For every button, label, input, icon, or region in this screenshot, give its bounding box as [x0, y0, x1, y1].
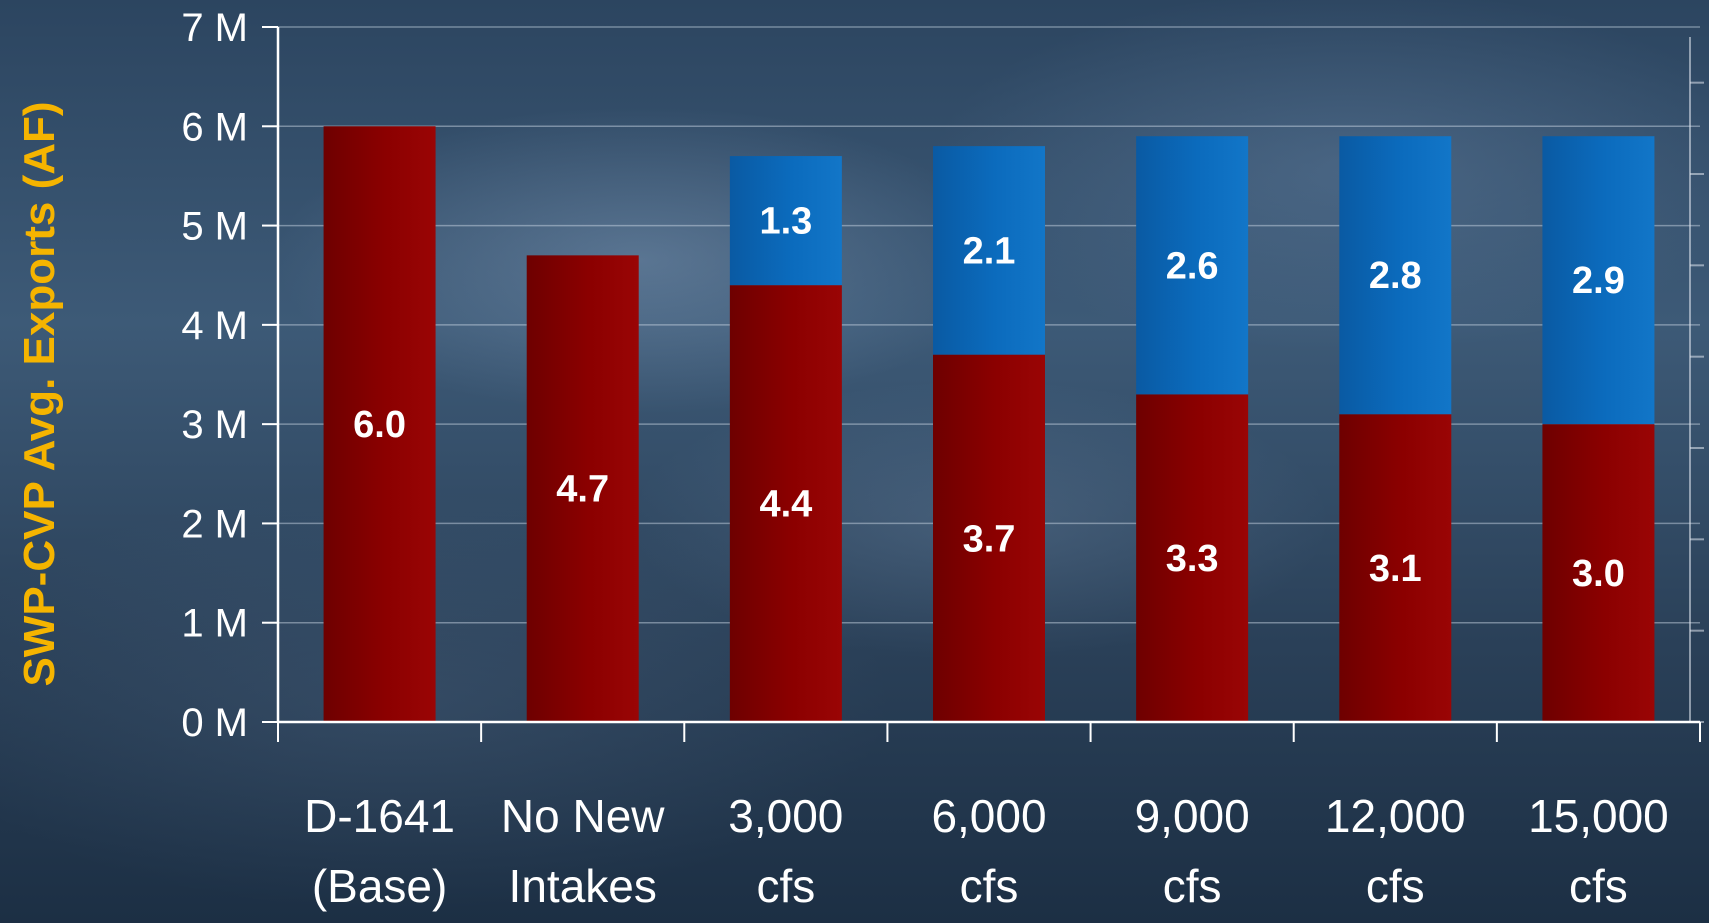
data-label: 3.0: [1572, 553, 1625, 595]
y-axis-title: SWP-CVP Avg. Exports (AF): [15, 101, 64, 686]
y-tick-label: 0 M: [181, 701, 248, 745]
data-label: 2.1: [963, 230, 1016, 272]
data-label: 3.3: [1166, 538, 1219, 580]
bar-segment: [1542, 424, 1655, 722]
axes: 0 M 1 M 2 M 3 M 4 M 5 M 6 M 7 M D-1641 (Base) No N…: [181, 6, 1704, 912]
data-label: 2.8: [1369, 255, 1422, 297]
bar-segment: [1339, 136, 1452, 415]
data-label: 3.7: [963, 518, 1016, 560]
data-label: 4.4: [759, 484, 812, 526]
bar-segment: [1136, 394, 1249, 722]
data-label: 4.7: [556, 469, 609, 511]
y-tick-label: 2 M: [181, 502, 248, 546]
data-label: 3.1: [1369, 548, 1422, 590]
bar-segment: [933, 354, 1045, 722]
data-label: 2.9: [1572, 260, 1625, 302]
y-tick-label: 7 M: [181, 6, 248, 50]
bar-segment: [526, 255, 639, 722]
x-tick-label: 15,000: [1528, 790, 1669, 842]
y-tick-label: 6 M: [181, 105, 248, 149]
x-tick-label: 12,000: [1325, 790, 1466, 842]
y-tick-label: 1 M: [181, 602, 248, 646]
x-tick-label: 3,000: [728, 790, 843, 842]
bar-segment: [933, 146, 1045, 355]
bar-segment: [1136, 136, 1249, 395]
y-tick-label: 4 M: [181, 304, 248, 348]
data-label: 1.3: [759, 201, 812, 243]
bar-segment: [1542, 136, 1655, 425]
x-tick-label: cfs: [756, 860, 815, 912]
data-label: 2.6: [1166, 245, 1219, 287]
x-tick-label: No New: [501, 790, 665, 842]
x-tick-label: cfs: [960, 860, 1019, 912]
data-labels: 6.0 4.7 4.4 1.3 3.7 2.1 3.3 2.6 3.1 2.8 3.0 2.9: [353, 201, 1625, 595]
y-tick-label: 3 M: [181, 403, 248, 447]
x-tick-label: 6,000: [931, 790, 1046, 842]
bars: [323, 126, 1655, 723]
x-tick-label: (Base): [312, 860, 447, 912]
x-tick-label: cfs: [1163, 860, 1222, 912]
bar-segment: [729, 285, 842, 722]
x-tick-label: D-1641: [304, 790, 455, 842]
bar-segment: [729, 156, 842, 286]
bar-segment: [323, 126, 436, 723]
x-tick-label: cfs: [1366, 860, 1425, 912]
x-tick-label: cfs: [1569, 860, 1628, 912]
bar-segment: [1339, 414, 1452, 722]
x-tick-label: Intakes: [509, 860, 657, 912]
data-label: 6.0: [353, 404, 406, 446]
y-tick-label: 5 M: [181, 205, 248, 249]
x-tick-label: 9,000: [1135, 790, 1250, 842]
